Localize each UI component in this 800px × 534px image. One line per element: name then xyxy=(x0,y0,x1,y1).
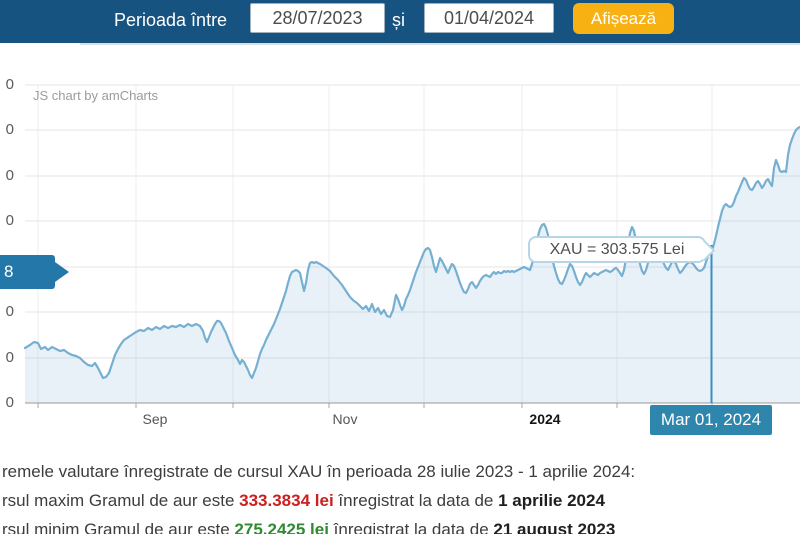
value-axis-balloon-arrow-icon xyxy=(55,262,69,282)
footer-line-3: rsul minim Gramul de aur este 275.2425 l… xyxy=(2,515,635,534)
footer: remele valutare înregistrate de cursul X… xyxy=(2,457,635,534)
cursor-date-balloon: Mar 01, 2024 xyxy=(650,405,772,435)
chart-svg[interactable] xyxy=(0,0,800,450)
y-axis-tick-label: 0 xyxy=(5,303,14,320)
cursor-tooltip: XAU = 303.575 Lei xyxy=(528,236,716,263)
footer-text-part: 21 august 2023 xyxy=(493,520,616,534)
footer-line-2: rsul maxim Gramul de aur este 333.3834 l… xyxy=(2,486,635,515)
footer-text-part: rsul minim Gramul de aur este xyxy=(2,520,235,534)
show-button[interactable]: Afișează xyxy=(573,3,674,34)
period-label: Perioada între xyxy=(114,10,228,30)
conjunction-label: și xyxy=(392,10,405,30)
header-bar: Perioada între și Afișează xyxy=(0,0,800,43)
amcharts-watermark: JS chart by amCharts xyxy=(33,88,158,103)
x-axis-label: Nov xyxy=(332,411,358,427)
cursor-tooltip-text: XAU = 303.575 Lei xyxy=(549,241,685,258)
date-to-input[interactable] xyxy=(424,3,554,33)
footer-text-part: 333.3834 lei xyxy=(239,491,334,510)
footer-text-part: 275.2425 lei xyxy=(234,520,329,534)
x-axis-label: 2024 xyxy=(529,411,561,427)
y-axis-tick-label: 0 xyxy=(5,76,14,93)
y-axis-tick-label: 0 xyxy=(5,212,14,229)
footer-text-part: înregistrat la data de xyxy=(328,520,494,534)
footer-text-part: 1 aprilie 2024 xyxy=(498,491,605,510)
footer-text-part: rsul maxim Gramul de aur este xyxy=(2,491,240,510)
value-axis-balloon: 8 xyxy=(0,255,55,289)
y-axis-tick-label: 0 xyxy=(5,167,14,184)
header-divider xyxy=(80,43,800,45)
footer-line-1: remele valutare înregistrate de cursul X… xyxy=(2,462,636,481)
x-axis-label: Sep xyxy=(142,411,168,427)
y-axis-tick-label: 0 xyxy=(5,349,14,366)
y-axis-tick-label: 0 xyxy=(5,394,14,411)
y-axis-tick-label: 0 xyxy=(5,121,14,138)
date-from-input[interactable] xyxy=(250,3,385,33)
footer-text-part: înregistrat la data de xyxy=(333,491,499,510)
area-fill xyxy=(25,127,800,403)
